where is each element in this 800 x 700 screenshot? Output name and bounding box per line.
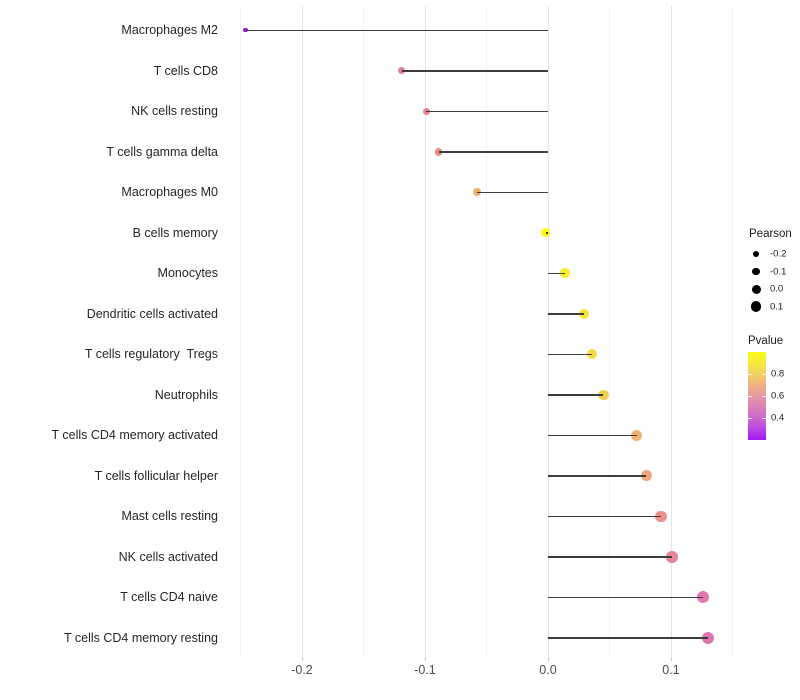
- y-axis-label: NK cells activated: [118, 549, 218, 564]
- gridline-minor: [363, 6, 364, 658]
- gridline-minor: [240, 6, 241, 658]
- lollipop-stem: [426, 110, 548, 113]
- gridline-minor: [486, 6, 487, 658]
- lollipop-stem: [548, 475, 647, 477]
- pvalue-tick-mark: [762, 395, 766, 397]
- legend-size-label: 0.1: [770, 301, 784, 312]
- y-axis-label: T cells regulatory Tregs: [84, 347, 218, 362]
- pvalue-tick-label: 0.4: [771, 412, 785, 424]
- lollipop-stem: [245, 29, 548, 32]
- lollipop-dot: [666, 551, 678, 563]
- lollipop-stem: [548, 515, 662, 518]
- legend-size-dot: [753, 251, 759, 257]
- pvalue-tick-mark: [762, 373, 766, 375]
- y-axis-label: T cells follicular helper: [94, 468, 218, 483]
- y-axis-label: T cells CD4 memory activated: [51, 428, 219, 443]
- legend-pearson-entry: 0.1: [746, 298, 800, 316]
- pvalue-tick-mark: [748, 373, 752, 375]
- x-axis-tick-label: 0.1: [662, 663, 680, 677]
- lollipop-stem: [476, 191, 548, 194]
- lollipop-stem: [548, 434, 637, 437]
- legend-size-dot: [751, 284, 761, 294]
- y-axis-label: B cells memory: [132, 225, 218, 240]
- x-axis-tick-label: -0.2: [291, 663, 313, 677]
- lollipop-stem: [548, 353, 593, 356]
- pvalue-tick-mark: [762, 417, 766, 419]
- lollipop-dot: [598, 389, 609, 400]
- pvalue-tick-mark: [748, 417, 752, 419]
- legend-size-label: -0.1: [770, 266, 787, 277]
- lollipop-dot: [434, 148, 443, 156]
- y-axis-label: T cells gamma delta: [106, 144, 218, 159]
- y-axis-label: Mast cells resting: [121, 509, 218, 524]
- x-axis-tick: [424, 658, 426, 661]
- lollipop-dot: [472, 188, 481, 197]
- pvalue-tick-label: 0.6: [771, 390, 785, 402]
- gridline-major: [670, 6, 672, 658]
- x-axis-tick-label: -0.1: [414, 663, 436, 677]
- pvalue-tick-label: 0.8: [771, 368, 785, 380]
- x-axis-tick: [547, 658, 549, 661]
- lollipop-stem: [438, 151, 548, 153]
- lollipop-dot: [398, 67, 406, 75]
- y-axis-label: NK cells resting: [131, 104, 218, 119]
- lollipop-stem: [548, 272, 566, 275]
- x-axis-tick-label: 0.0: [539, 663, 557, 677]
- y-axis-label: T cells CD4 memory resting: [64, 630, 218, 645]
- lollipop-stem: [548, 596, 703, 599]
- y-axis-label: T cells CD4 naive: [120, 590, 218, 605]
- pvalue-gradient-bar: [748, 352, 766, 440]
- y-axis-label: Monocytes: [157, 266, 218, 281]
- lollipop-stem: [401, 70, 548, 72]
- lollipop-dot: [631, 429, 642, 441]
- legend-size-label: 0.0: [770, 283, 784, 295]
- legend-pvalue-title: Pvalue: [748, 335, 784, 347]
- lollipop-dot: [701, 631, 714, 644]
- pvalue-tick-mark: [748, 395, 752, 397]
- legend-size-label: -0.2: [770, 248, 787, 260]
- legend-pearson-title: Pearson: [749, 228, 792, 240]
- legend-size-dot: [752, 267, 760, 276]
- gridline-major: [424, 6, 426, 658]
- x-axis-tick: [301, 658, 303, 661]
- y-axis-label: T cells CD8: [153, 63, 218, 78]
- gridline-major: [301, 6, 303, 658]
- lollipop-stem: [548, 313, 584, 315]
- lollipop-stem: [545, 232, 548, 234]
- y-axis-label: Macrophages M2: [121, 23, 218, 38]
- y-axis-label: Dendritic cells activated: [86, 306, 218, 321]
- gridline-minor: [609, 6, 610, 658]
- lollipop-dot: [640, 470, 652, 482]
- lollipop-stem: [548, 556, 673, 558]
- legend-pearson-entry: -0.1: [746, 263, 800, 281]
- lollipop-dot: [578, 308, 589, 319]
- lollipop-dot: [696, 591, 709, 604]
- gridline-major: [547, 6, 549, 658]
- legend-pearson-entry: 0.0: [746, 280, 800, 298]
- legend-pearson-entry: -0.2: [746, 245, 800, 263]
- y-axis-label: Neutrophils: [154, 387, 218, 402]
- x-axis-tick: [670, 658, 672, 661]
- plot-panel: [222, 6, 742, 658]
- lollipop-stem: [548, 394, 604, 396]
- lollipop-stem: [548, 637, 708, 639]
- legend-size-dot: [750, 301, 762, 312]
- y-axis-label: Macrophages M0: [121, 185, 218, 200]
- gridline-minor: [732, 6, 733, 658]
